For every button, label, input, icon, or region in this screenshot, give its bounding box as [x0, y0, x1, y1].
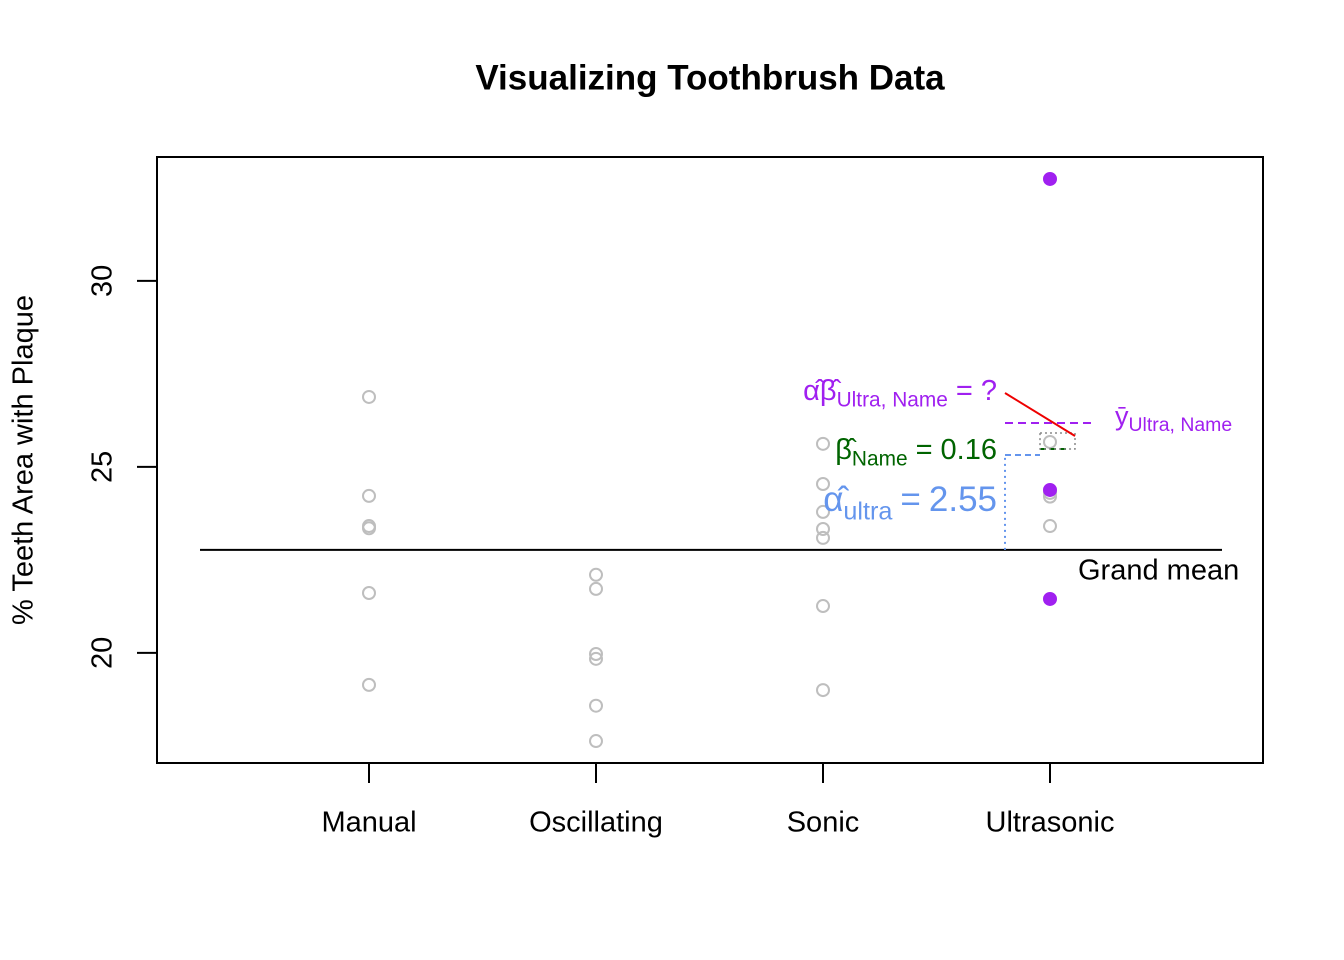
data-point: [1043, 519, 1057, 534]
data-point: [816, 599, 830, 614]
data-point: [816, 504, 830, 519]
data-point: [1043, 482, 1057, 497]
relation: =: [956, 375, 973, 407]
x-tick-label: Ultrasonic: [986, 807, 1115, 839]
data-point: [589, 698, 603, 713]
subscript: Name: [852, 447, 908, 470]
data-point: [816, 530, 830, 545]
plot-frame: [156, 156, 1264, 764]
relation: =: [916, 434, 933, 466]
y-tick-label: 30: [87, 265, 119, 297]
data-point: [589, 647, 603, 662]
beta-label: β̂Name = 0.16: [835, 434, 997, 471]
subscript: ultra: [843, 497, 893, 525]
data-point: [362, 488, 376, 503]
y-tick-label: 25: [87, 451, 119, 483]
symbol: α̂β̂: [803, 375, 841, 407]
grand-mean-label: Grand mean: [1078, 554, 1239, 586]
symbol: β̂: [835, 434, 857, 466]
data-point: [589, 734, 603, 749]
chart-title: Visualizing Toothbrush Data: [475, 58, 945, 97]
data-point: [1043, 171, 1057, 186]
data-point: [816, 476, 830, 491]
x-tick-label: Manual: [321, 807, 416, 839]
x-tick-label: Sonic: [787, 807, 860, 839]
data-point: [362, 677, 376, 692]
alpha-label: α̂ultra = 2.55: [823, 480, 997, 525]
value: 2.55: [929, 480, 997, 519]
data-point: [362, 585, 376, 600]
data-point: [816, 436, 830, 451]
data-point: [589, 567, 603, 582]
data-point: [589, 581, 603, 596]
symbol: ȳ: [1115, 401, 1129, 431]
data-point: [589, 651, 603, 666]
interaction-label: α̂β̂Ultra, Name =?: [803, 375, 997, 412]
data-point: [362, 389, 376, 404]
relation: =: [900, 480, 920, 519]
x-tick-label: Oscillating: [529, 807, 663, 839]
data-point: [1043, 591, 1057, 606]
data-point: [816, 683, 830, 698]
group_mean-label: ȳUltra, Name: [1115, 401, 1232, 436]
value: ?: [981, 375, 997, 407]
subscript: Ultra, Name: [1129, 414, 1233, 436]
data-point: [362, 521, 376, 536]
y-axis-label: % Teeth Area with Plaque: [8, 295, 40, 625]
interaction-pointer: [1004, 392, 1076, 437]
y-tick-label: 20: [87, 637, 119, 669]
subscript: Ultra, Name: [837, 388, 948, 411]
value: 0.16: [941, 434, 997, 466]
data-point: [816, 522, 830, 537]
data-point: [1043, 434, 1057, 449]
